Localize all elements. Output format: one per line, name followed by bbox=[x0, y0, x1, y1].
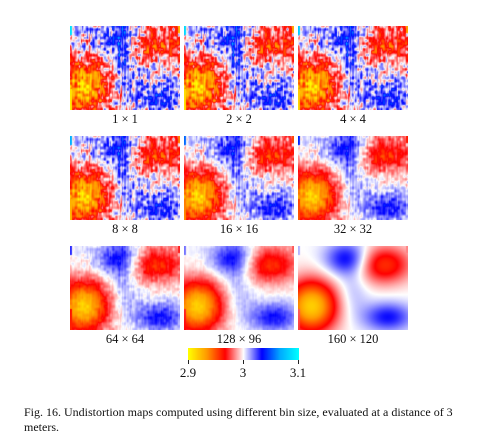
undistortion-map-panel: 1 × 1 bbox=[70, 26, 180, 127]
figure-caption: Fig. 16. Undistortion maps computed usin… bbox=[24, 405, 453, 434]
undistortion-map-panel: 160 × 120 bbox=[298, 246, 408, 347]
panel-bin-size-label: 8 × 8 bbox=[112, 222, 138, 236]
colorbar-tick bbox=[188, 360, 189, 364]
undistortion-map-panel: 4 × 4 bbox=[298, 26, 408, 127]
panel-bin-size-label: 16 × 16 bbox=[219, 222, 259, 236]
undistortion-map-panel: 2 × 2 bbox=[184, 26, 294, 127]
colorbar-tick-label: 3.1 bbox=[289, 365, 307, 380]
undistortion-map-image bbox=[70, 136, 180, 220]
panel-bin-size-label: 32 × 32 bbox=[333, 222, 373, 236]
panel-bin-size-label: 2 × 2 bbox=[226, 112, 252, 126]
undistortion-map-image bbox=[298, 26, 408, 110]
undistortion-map-panel: 8 × 8 bbox=[70, 136, 180, 237]
panel-bin-size-label: 128 × 96 bbox=[216, 332, 262, 346]
panel-bin-size-label: 4 × 4 bbox=[340, 112, 366, 126]
undistortion-map-panel: 32 × 32 bbox=[298, 136, 408, 237]
colorbar-tick-label: 2.9 bbox=[179, 365, 197, 380]
undistortion-map-panel: 128 × 96 bbox=[184, 246, 294, 347]
undistortion-map-image bbox=[184, 246, 294, 330]
undistortion-map-image bbox=[70, 246, 180, 330]
colorbar-tick bbox=[298, 360, 299, 364]
colorbar-tick bbox=[243, 360, 244, 364]
undistortion-map-image bbox=[184, 136, 294, 220]
undistortion-map-image bbox=[298, 246, 408, 330]
undistortion-map-image bbox=[298, 136, 408, 220]
panel-bin-size-label: 64 × 64 bbox=[105, 332, 145, 346]
colorbar-gradient bbox=[188, 348, 299, 360]
colorbar-tick-label: 3 bbox=[239, 365, 247, 380]
undistortion-map-panel: 64 × 64 bbox=[70, 246, 180, 347]
panel-bin-size-label: 1 × 1 bbox=[112, 112, 138, 126]
panel-bin-size-label: 160 × 120 bbox=[327, 332, 379, 346]
undistortion-map-panel: 16 × 16 bbox=[184, 136, 294, 237]
undistortion-map-image bbox=[70, 26, 180, 110]
colorbar bbox=[188, 348, 299, 360]
figure-grid: 1 × 1 2 × 2 4 × 4 8 × 8 16 × 16 32 × 32 64 × 6… bbox=[70, 26, 408, 347]
undistortion-map-image bbox=[184, 26, 294, 110]
